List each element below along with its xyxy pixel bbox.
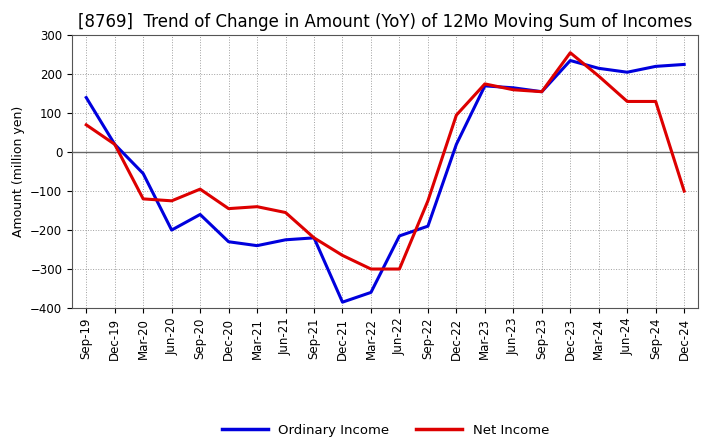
Ordinary Income [566, 58, 575, 63]
Net Income [82, 122, 91, 128]
Ordinary Income [139, 171, 148, 176]
Ordinary Income [680, 62, 688, 67]
Net Income [196, 187, 204, 192]
Line: Ordinary Income: Ordinary Income [86, 61, 684, 302]
Net Income [395, 266, 404, 271]
Net Income [652, 99, 660, 104]
Net Income [480, 81, 489, 87]
Ordinary Income [225, 239, 233, 244]
Ordinary Income [110, 142, 119, 147]
Legend: Ordinary Income, Net Income: Ordinary Income, Net Income [216, 418, 554, 440]
Net Income [253, 204, 261, 209]
Net Income [452, 113, 461, 118]
Ordinary Income [509, 85, 518, 91]
Ordinary Income [395, 233, 404, 238]
Net Income [338, 253, 347, 258]
Net Income [366, 266, 375, 271]
Ordinary Income [82, 95, 91, 100]
Net Income [566, 50, 575, 55]
Net Income [282, 210, 290, 215]
Ordinary Income [253, 243, 261, 248]
Title: [8769]  Trend of Change in Amount (YoY) of 12Mo Moving Sum of Incomes: [8769] Trend of Change in Amount (YoY) o… [78, 13, 693, 31]
Ordinary Income [452, 142, 461, 147]
Ordinary Income [623, 70, 631, 75]
Net Income [680, 188, 688, 194]
Line: Net Income: Net Income [86, 53, 684, 269]
Ordinary Income [366, 290, 375, 295]
Ordinary Income [282, 237, 290, 242]
Ordinary Income [652, 64, 660, 69]
Net Income [225, 206, 233, 211]
Ordinary Income [196, 212, 204, 217]
Net Income [623, 99, 631, 104]
Ordinary Income [423, 224, 432, 229]
Net Income [509, 87, 518, 92]
Net Income [537, 89, 546, 94]
Net Income [423, 198, 432, 203]
Ordinary Income [480, 83, 489, 88]
Net Income [595, 73, 603, 79]
Ordinary Income [310, 235, 318, 241]
Ordinary Income [537, 89, 546, 94]
Net Income [110, 142, 119, 147]
Ordinary Income [595, 66, 603, 71]
Y-axis label: Amount (million yen): Amount (million yen) [12, 106, 24, 237]
Net Income [167, 198, 176, 203]
Ordinary Income [338, 300, 347, 305]
Net Income [310, 235, 318, 241]
Ordinary Income [167, 227, 176, 233]
Net Income [139, 196, 148, 202]
